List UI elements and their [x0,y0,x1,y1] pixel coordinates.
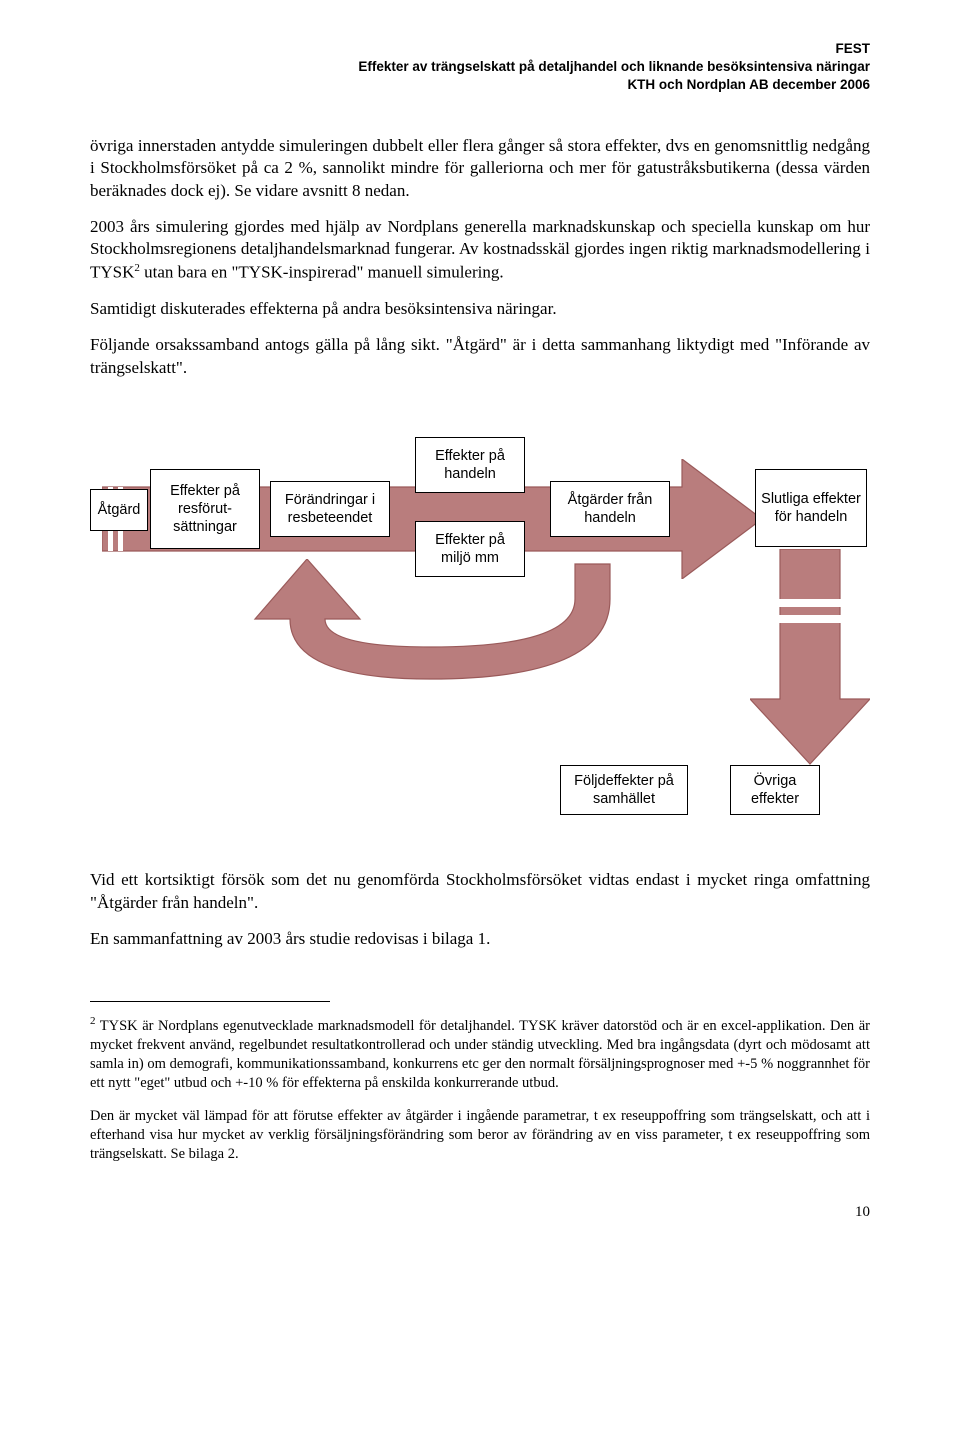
header-line-2: Effekter av trängselskatt på detaljhande… [90,58,870,76]
box-resfor-label: Effekter på resförut-sättningar [155,482,255,536]
box-foljd-label: Följdeffekter på samhället [565,772,683,808]
paragraph-3: Samtidigt diskuterades effekterna på and… [90,298,870,320]
flow-diagram: Åtgärd Effekter på resförut-sättningar F… [90,419,870,839]
paragraph-5: Vid ett kortsiktigt försök som det nu ge… [90,869,870,914]
paragraph-2: 2003 års simulering gjordes med hjälp av… [90,216,870,284]
box-resbet-label: Förändringar i resbeteendet [275,491,385,527]
paragraph-1: övriga innerstaden antydde simuleringen … [90,135,870,202]
box-ovriga-effekter: Övriga effekter [730,765,820,815]
box-effekter-handeln: Effekter på handeln [415,437,525,493]
feedback-arrow-icon [215,559,645,709]
footnote-1-text: TYSK är Nordplans egenutvecklade marknad… [90,1017,870,1090]
box-effekter-miljo: Effekter på miljö mm [415,521,525,577]
footnote-separator [90,1001,330,1002]
paragraph-4: Följande orsakssamband antogs gälla på l… [90,334,870,379]
box-atgarder-fran-handeln: Åtgärder från handeln [550,481,670,537]
box-atgard: Åtgärd [90,489,148,531]
box-foljdeffekter: Följdeffekter på samhället [560,765,688,815]
box-resbeteendet: Förändringar i resbeteendet [270,481,390,537]
paragraph-6: En sammanfattning av 2003 års studie red… [90,928,870,950]
page-header: FEST Effekter av trängselskatt på detalj… [90,40,870,95]
paragraph-2b: utan bara en "TYSK-inspirerad" manuell s… [140,263,504,282]
page: FEST Effekter av trängselskatt på detalj… [0,0,960,1271]
box-resforutsattningar: Effekter på resförut-sättningar [150,469,260,549]
footnote-1: 2 TYSK är Nordplans egenutvecklade markn… [90,1014,870,1093]
box-eff-miljo-label: Effekter på miljö mm [420,531,520,567]
box-eff-handeln-label: Effekter på handeln [420,447,520,483]
header-line-1: FEST [90,40,870,58]
down-arrow-icon [750,549,870,769]
footnote-2: Den är mycket väl lämpad för att förutse… [90,1107,870,1164]
box-atgard-label: Åtgärd [98,501,141,519]
box-atg-fran-label: Åtgärder från handeln [555,491,665,527]
page-number: 10 [90,1204,870,1221]
box-ovriga-label: Övriga effekter [735,772,815,808]
box-slutliga-label: Slutliga effekter för handeln [760,490,862,526]
header-line-3: KTH och Nordplan AB december 2006 [90,76,870,94]
box-slutliga: Slutliga effekter för handeln [755,469,867,547]
